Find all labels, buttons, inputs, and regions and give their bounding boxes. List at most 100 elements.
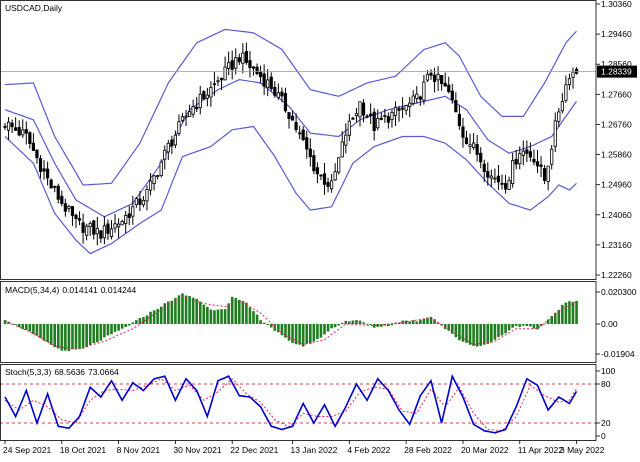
last-price-badge <box>597 65 637 78</box>
macd-histogram-bar <box>372 323 376 328</box>
macd-histogram-bar <box>475 323 479 347</box>
candle <box>344 123 348 154</box>
candle <box>14 117 18 131</box>
candle-body-bear <box>244 51 248 63</box>
macd-histogram-bar <box>532 323 536 329</box>
candle-body-bull <box>152 175 156 184</box>
macd-histogram-bar <box>355 320 358 324</box>
candle <box>518 146 522 170</box>
candle-body-bull <box>173 134 177 146</box>
price-pane <box>0 28 596 255</box>
candle-body-bull <box>145 189 149 202</box>
candle <box>38 155 43 179</box>
stoch-tick-label: 0 <box>601 431 606 441</box>
candle-body-bear <box>38 158 43 172</box>
macd-histogram-bar <box>234 298 238 324</box>
candle <box>230 50 234 80</box>
candle <box>152 174 156 191</box>
candle-body-bull <box>117 223 121 228</box>
candle-body-bear <box>365 115 369 118</box>
candle-body-bear <box>429 72 433 76</box>
macd-histogram-bar <box>46 323 49 343</box>
candle <box>464 130 469 145</box>
candle-body-bull <box>120 221 124 226</box>
candle-body-bull <box>21 129 25 136</box>
macd-histogram-bar <box>333 323 337 328</box>
candle-body-bull <box>223 66 227 81</box>
candle-body-bear <box>49 179 53 189</box>
macd-histogram-bar <box>238 299 241 324</box>
candle-body-bull <box>557 111 561 122</box>
candle <box>326 177 330 193</box>
macd-histogram-bar <box>39 323 42 338</box>
candle-body-bull <box>521 150 525 156</box>
macd-histogram-bar <box>387 323 390 327</box>
macd-histogram-bar <box>493 323 497 340</box>
macd-histogram-bar <box>447 323 451 331</box>
candle-body-bear <box>106 223 110 234</box>
macd-histogram-bar <box>28 323 32 332</box>
candle <box>6 117 11 140</box>
candle <box>42 160 46 180</box>
candle <box>60 190 64 207</box>
symbol-timeframe-label: USDCAD,Daily <box>5 3 63 13</box>
candle-body-bull <box>436 73 440 81</box>
candle-body-bull <box>88 223 92 228</box>
candle <box>287 112 291 129</box>
macd-histogram-bar <box>429 316 433 324</box>
candle <box>329 173 334 193</box>
macd-histogram-bar <box>21 323 25 330</box>
candle <box>475 134 479 162</box>
macd-histogram-bar <box>10 323 14 325</box>
macd-histogram-bar <box>490 323 493 343</box>
macd-histogram-bar <box>177 295 181 324</box>
candle-body-bear <box>443 82 447 87</box>
candle-body-bear <box>372 111 376 131</box>
price-tick-label: 1.25860 <box>601 150 632 160</box>
candle-body-bull <box>550 148 554 165</box>
candle <box>468 133 472 154</box>
macd-histogram-bar <box>309 323 312 344</box>
macd-histogram-bar <box>291 323 294 344</box>
macd-histogram-bar <box>17 323 21 328</box>
candle-body-bull <box>205 94 209 99</box>
candle-body-bull <box>148 180 153 191</box>
macd-histogram-bar <box>323 323 326 335</box>
candle <box>187 104 192 117</box>
macd-histogram-bar <box>365 323 369 325</box>
candle-body-bear <box>287 112 291 119</box>
candle <box>567 73 572 90</box>
candle-body-bull <box>354 113 359 117</box>
candle <box>560 93 564 114</box>
candle-body-bull <box>6 121 11 131</box>
candle <box>95 216 99 246</box>
candle <box>35 149 39 164</box>
candle <box>404 105 408 115</box>
macd-histogram-bar <box>557 309 561 324</box>
candle <box>212 72 217 96</box>
macd-tick-label: -0.01904 <box>601 349 635 359</box>
candle-body-bear <box>28 132 32 145</box>
candle <box>546 165 550 191</box>
macd-signal-line <box>4 296 577 350</box>
macd-histogram-bar <box>120 323 124 329</box>
candle <box>81 213 85 244</box>
stoch-title: Stoch(5,3,3) <box>5 367 52 377</box>
candle-body-bear <box>461 126 465 138</box>
candle <box>198 85 202 115</box>
candle <box>369 103 373 124</box>
candle-body-bear <box>319 174 323 177</box>
macd-histogram-bar <box>397 322 401 324</box>
candle-body-bear <box>361 102 366 116</box>
candle <box>493 168 497 184</box>
candle <box>447 76 451 94</box>
macd-histogram-bar <box>25 323 28 330</box>
macd-histogram-bar <box>262 322 266 324</box>
macd-histogram-bar <box>458 323 461 341</box>
stoch-tick-label: 80 <box>601 379 611 389</box>
candle <box>294 113 298 133</box>
macd-histogram-bar <box>191 297 195 324</box>
candle-body-bull <box>518 153 522 165</box>
candle <box>266 69 270 97</box>
candle <box>46 161 50 186</box>
